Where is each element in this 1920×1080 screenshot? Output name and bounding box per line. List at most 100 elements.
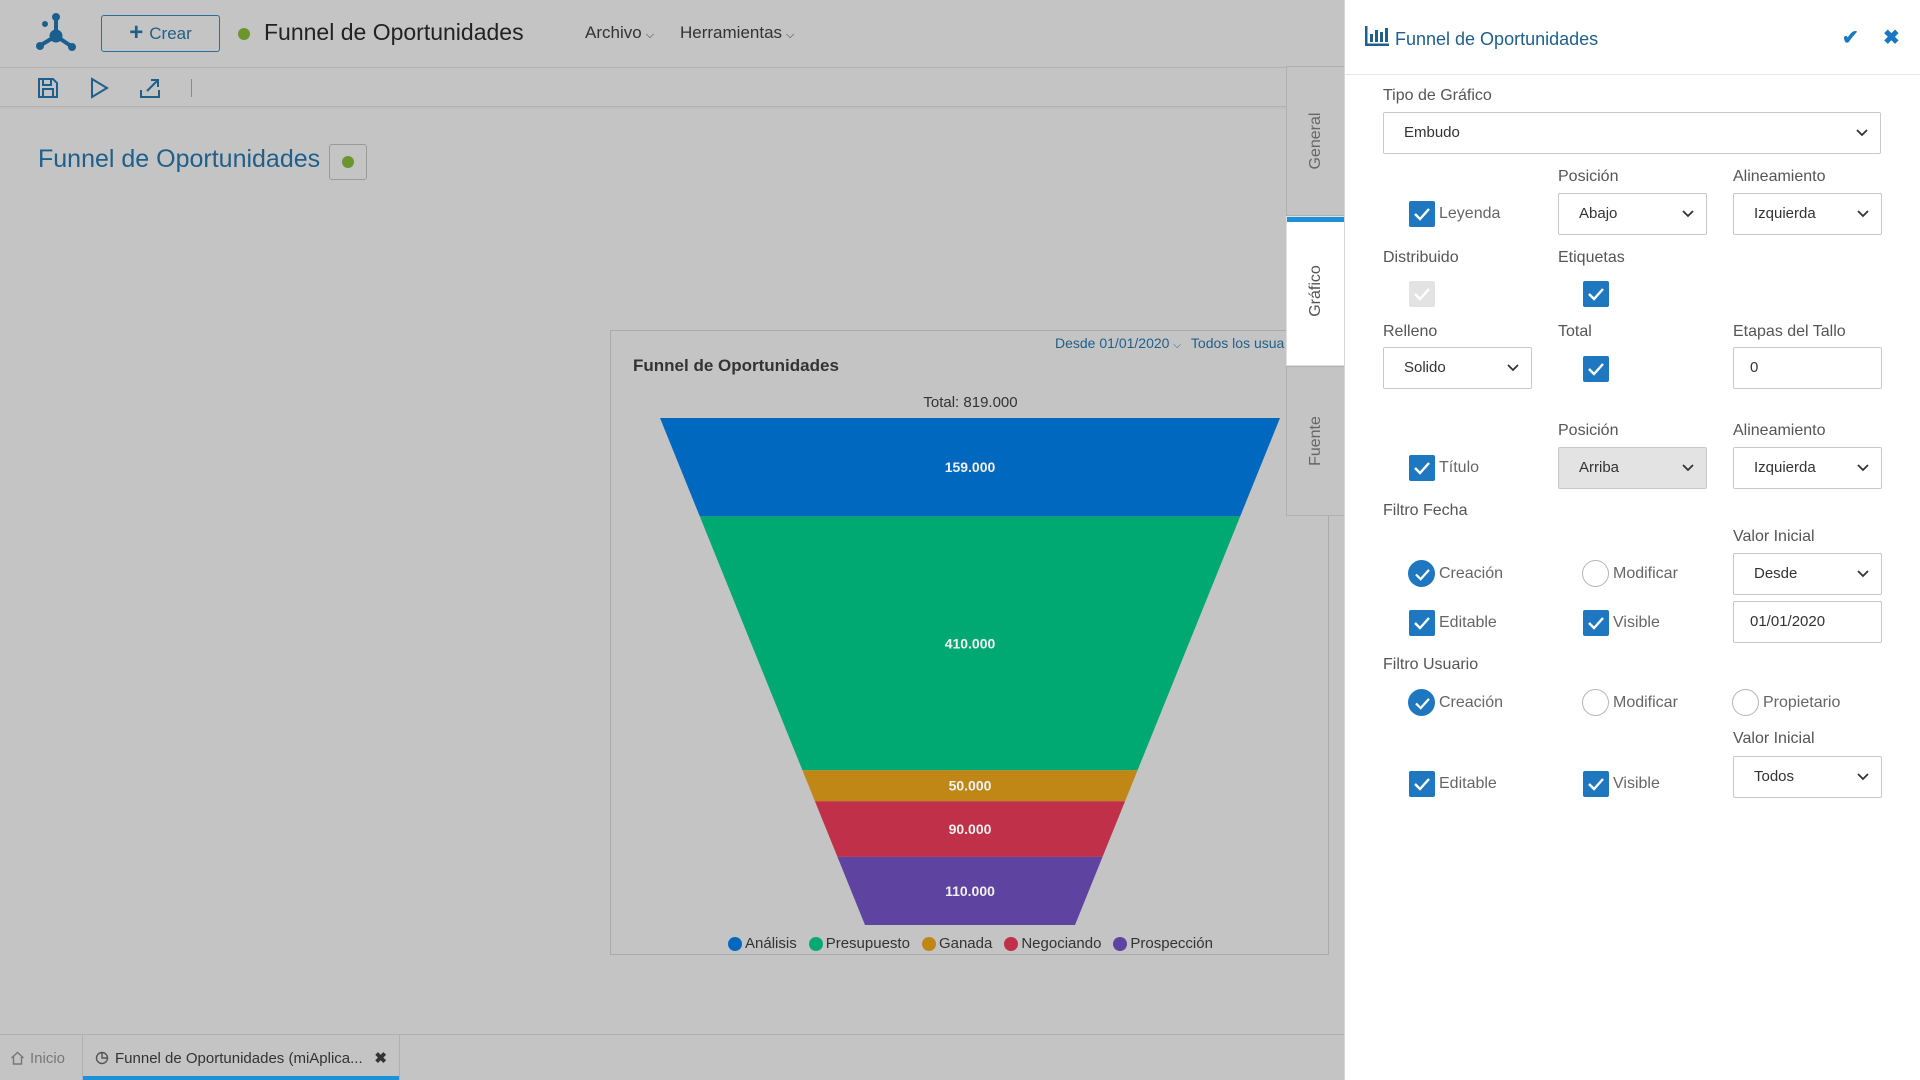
chevron-down-icon <box>1856 129 1868 137</box>
menu-herramientas[interactable]: Herramientas ⌵ <box>680 23 794 43</box>
relleno-select[interactable]: Solido <box>1383 347 1532 389</box>
legend-swatch <box>808 936 823 951</box>
usuario-valor-select-value: Todos <box>1754 768 1795 785</box>
check-icon <box>1415 698 1430 710</box>
chevron-down-icon: ⌵ <box>786 29 795 41</box>
funnel-segment-4[interactable] <box>837 856 1103 925</box>
usuario-editable-checkbox[interactable] <box>1409 771 1435 797</box>
bottom-tab-bar: Inicio Funnel de Oportunidades (miAplica… <box>0 1034 1344 1080</box>
usuario-creacion-radio[interactable] <box>1408 689 1435 716</box>
fecha-editable-checkbox[interactable] <box>1409 610 1435 636</box>
legend-label: Presupuesto <box>825 935 910 952</box>
usuario-visible-checkbox[interactable] <box>1583 771 1609 797</box>
check-icon <box>1588 778 1604 791</box>
play-icon[interactable] <box>87 76 111 100</box>
tab-inicio[interactable]: Inicio <box>10 1035 80 1080</box>
leyenda-posicion-value: Abajo <box>1579 205 1618 222</box>
usuario-visible-label: Visible <box>1613 775 1660 792</box>
fecha-visible-checkbox[interactable] <box>1583 610 1609 636</box>
fecha-creacion-radio[interactable] <box>1408 560 1435 587</box>
chevron-down-icon <box>1857 570 1869 578</box>
tab-fuente-label: Fuente <box>1306 416 1324 466</box>
tab-fuente[interactable]: Fuente <box>1286 366 1344 516</box>
check-icon <box>1414 462 1430 475</box>
save-icon[interactable] <box>36 76 60 100</box>
fecha-valor-input[interactable]: 01/01/2020 <box>1733 601 1882 643</box>
check-icon <box>1414 617 1430 630</box>
check-icon <box>1414 208 1430 221</box>
chevron-down-icon <box>1857 464 1869 472</box>
funnel-segment-3[interactable] <box>814 801 1126 857</box>
distribuido-label: Distribuido <box>1383 249 1459 266</box>
leyenda-alineamiento-label: Alineamiento <box>1733 168 1826 185</box>
etapas-tallo-input[interactable]: 0 <box>1733 347 1882 389</box>
funnel-data-label: 110.000 <box>945 883 995 899</box>
funnel-data-label: 90.000 <box>949 821 992 837</box>
tab-grafico-label: Gráfico <box>1306 265 1324 317</box>
filtro-fecha-label: Filtro Fecha <box>1383 502 1468 519</box>
confirm-check-icon[interactable]: ✔ <box>1842 27 1859 49</box>
app-logo-icon[interactable] <box>36 12 76 54</box>
tipo-grafico-label: Tipo de Gráfico <box>1383 87 1492 104</box>
titulo-checkbox[interactable] <box>1409 455 1435 481</box>
etiquetas-checkbox[interactable] <box>1583 281 1609 307</box>
leyenda-posicion-label: Posición <box>1558 168 1619 185</box>
tab-inicio-label: Inicio <box>30 1049 66 1067</box>
funnel-segment-0[interactable] <box>660 418 1280 517</box>
filtro-usuario-label: Filtro Usuario <box>1383 656 1479 673</box>
export-icon[interactable] <box>138 76 162 100</box>
status-dot-icon <box>342 156 354 168</box>
home-icon <box>11 1051 24 1065</box>
legend-item[interactable]: Análisis <box>728 935 797 952</box>
usuario-propietario-radio[interactable] <box>1732 689 1759 716</box>
fecha-valor-select[interactable]: Desde <box>1733 553 1882 595</box>
user-filter-dropdown[interactable]: Todos los usua <box>1190 335 1285 351</box>
tab-grafico[interactable]: Gráfico <box>1286 216 1345 366</box>
relleno-value: Solido <box>1404 359 1446 376</box>
legend-item[interactable]: Ganada <box>921 935 992 952</box>
menu-herramientas-label: Herramientas <box>680 23 783 42</box>
legend-item[interactable]: Negociando <box>1004 935 1101 952</box>
etiquetas-label: Etiquetas <box>1558 249 1625 266</box>
fecha-modificar-radio[interactable] <box>1582 560 1609 587</box>
leyenda-posicion-select[interactable]: Abajo <box>1558 193 1707 235</box>
chart-card: Desde 01/01/2020 ⌵ Todos los usua Funnel … <box>610 330 1329 955</box>
total-checkbox[interactable] <box>1583 356 1609 382</box>
funnel-segment-2[interactable] <box>802 770 1138 802</box>
check-icon <box>1414 778 1430 791</box>
legend-swatch <box>728 936 743 951</box>
close-tab-icon[interactable]: ✖ <box>374 1050 387 1067</box>
panel-title: Funnel de Oportunidades <box>1395 29 1599 49</box>
leyenda-alineamiento-select[interactable]: Izquierda <box>1733 193 1882 235</box>
tab-funnel-oportunidades[interactable]: Funnel de Oportunidades (miAplica... ✖ <box>82 1035 400 1080</box>
legend-item[interactable]: Presupuesto <box>808 935 910 952</box>
panel-header: Funnel de Oportunidades ✔ ✖ <box>1345 0 1920 75</box>
date-filter-dropdown[interactable]: Desde 01/01/2020 ⌵ <box>1055 335 1181 351</box>
close-icon[interactable]: ✖ <box>1883 27 1900 49</box>
funnel-segment-1[interactable] <box>699 516 1241 771</box>
usuario-valor-select[interactable]: Todos <box>1733 756 1882 798</box>
titulo-posicion-value: Arriba <box>1579 459 1620 476</box>
active-tab-indicator <box>83 1076 399 1080</box>
titulo-label: Título <box>1439 459 1480 476</box>
leyenda-checkbox[interactable] <box>1409 201 1435 227</box>
status-button[interactable] <box>329 144 367 180</box>
menu-archivo[interactable]: Archivo ⌵ <box>585 23 654 43</box>
usuario-modificar-radio[interactable] <box>1582 689 1609 716</box>
usuario-editable-label: Editable <box>1439 775 1497 792</box>
tab-general[interactable]: General <box>1286 66 1344 216</box>
chart-total: Total: 819.000 <box>923 394 1018 411</box>
legend-item[interactable]: Prospección <box>1113 935 1213 952</box>
toolbar <box>0 69 1344 107</box>
crear-button[interactable]: + Crear <box>101 15 220 52</box>
tipo-grafico-select[interactable]: Embudo <box>1383 112 1881 154</box>
chart-title: Funnel de Oportunidades <box>633 356 839 375</box>
legend-swatch <box>1004 936 1019 951</box>
chevron-down-icon <box>1857 773 1869 781</box>
titulo-alineamiento-select[interactable]: Izquierda <box>1733 447 1882 489</box>
legend-swatch <box>1113 936 1128 951</box>
distribuido-checkbox[interactable] <box>1409 281 1435 307</box>
titulo-posicion-select[interactable]: Arriba <box>1558 447 1707 489</box>
check-icon <box>1415 569 1430 581</box>
titulo-posicion-label: Posición <box>1558 422 1619 439</box>
